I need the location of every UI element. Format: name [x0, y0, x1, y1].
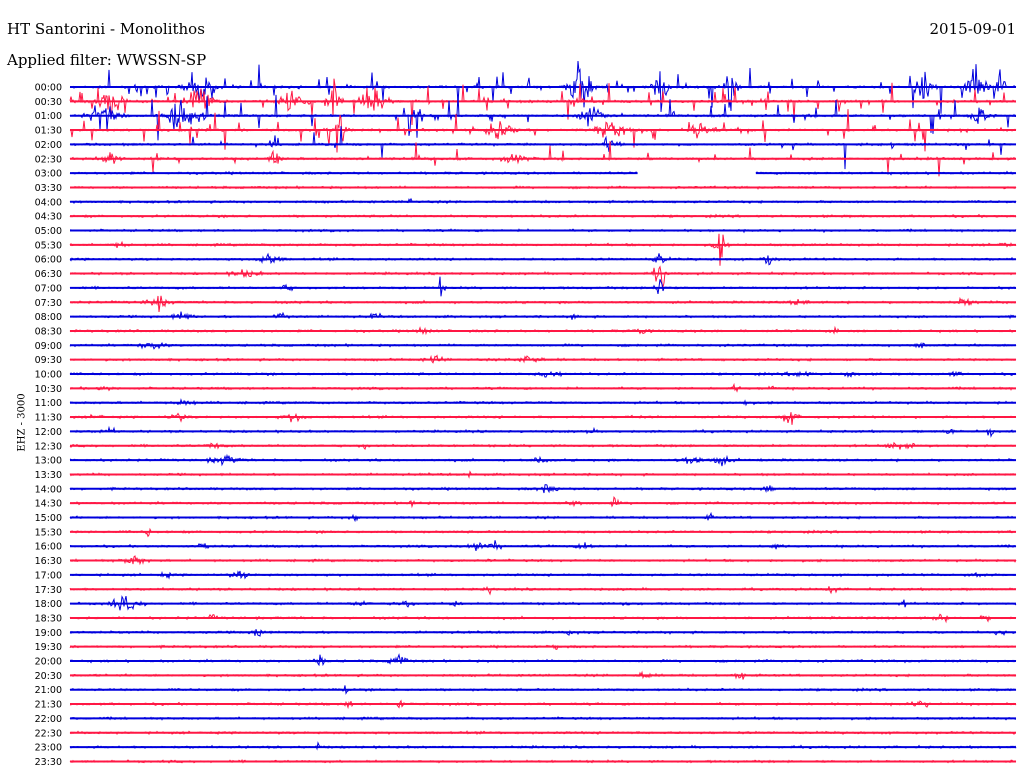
time-label: 00:00: [35, 83, 62, 94]
time-label: 05:30: [35, 240, 62, 251]
time-label: 07:00: [35, 283, 62, 294]
filter-value: WWSSN-SP: [116, 51, 207, 69]
time-label: 12:30: [35, 441, 62, 452]
filter-info: Applied filter: WWSSN-SP: [7, 51, 206, 69]
time-label: 17:00: [35, 570, 62, 581]
trace-0200: [69, 126, 1017, 170]
time-label: 02:30: [35, 154, 62, 165]
time-label: 21:00: [35, 685, 62, 696]
filter-label: Applied filter:: [7, 51, 112, 69]
trace-0530: [69, 233, 1017, 266]
trace-0630: [69, 265, 1017, 288]
time-label: 21:30: [35, 700, 62, 711]
time-label: 15:30: [35, 527, 62, 538]
time-label: 22:30: [35, 728, 62, 739]
time-label: 18:30: [35, 613, 62, 624]
time-label: 13:00: [35, 456, 62, 467]
time-label: 06:00: [35, 255, 62, 266]
time-label: 19:30: [35, 642, 62, 653]
date-label: 2015-09-01: [929, 20, 1016, 38]
time-label-group: 00:00 00:30 01:00 01:30 02:00 02:30 03:00 03:30…: [35, 83, 62, 768]
time-label: 10:30: [35, 384, 62, 395]
time-label: 22:00: [35, 714, 62, 725]
chart-title: HT Santorini - Monolithos: [7, 20, 205, 38]
time-label: 09:00: [35, 341, 62, 352]
time-label: 04:00: [35, 197, 62, 208]
trace-0700: [69, 276, 1017, 297]
time-label: 01:30: [35, 126, 62, 137]
time-label: 01:00: [35, 111, 62, 122]
time-label: 09:30: [35, 355, 62, 366]
trace-group: [69, 60, 1017, 764]
time-label: 19:00: [35, 628, 62, 639]
time-label: 14:30: [35, 499, 62, 510]
trace-1430: [69, 496, 1017, 509]
time-label: 23:30: [35, 757, 62, 768]
time-label: 23:00: [35, 743, 62, 754]
time-label: 10:00: [35, 370, 62, 381]
time-label: 11:00: [35, 398, 62, 409]
time-label: 03:30: [35, 183, 62, 194]
time-label: 16:00: [35, 542, 62, 553]
trace-0730: [69, 295, 1017, 313]
time-label: 20:00: [35, 657, 62, 668]
time-label: 18:00: [35, 599, 62, 610]
time-label: 06:30: [35, 269, 62, 280]
time-label: 12:00: [35, 427, 62, 438]
time-label: 02:00: [35, 140, 62, 151]
time-label: 08:00: [35, 312, 62, 323]
time-label: 17:30: [35, 585, 62, 596]
time-label: 13:30: [35, 470, 62, 481]
time-label: 16:30: [35, 556, 62, 567]
time-label: 04:30: [35, 212, 62, 223]
trace-1130: [69, 412, 1017, 425]
time-label: 11:30: [35, 413, 62, 424]
time-label: 15:00: [35, 513, 62, 524]
time-label: 05:00: [35, 226, 62, 237]
time-label: 03:00: [35, 169, 62, 180]
time-label: 20:30: [35, 671, 62, 682]
time-label: 00:30: [35, 97, 62, 108]
time-label: 14:00: [35, 484, 62, 495]
trace-2000: [69, 653, 1017, 667]
time-label: 08:30: [35, 326, 62, 337]
time-label: 07:30: [35, 298, 62, 309]
